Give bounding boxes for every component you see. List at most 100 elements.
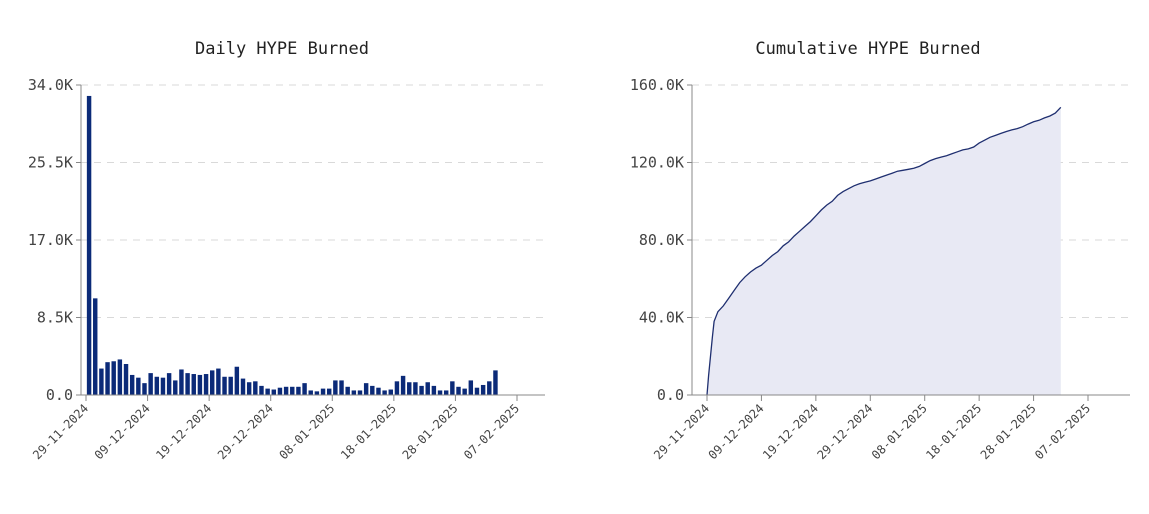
cumulative-x-ticks: 29-11-202409-12-202419-12-202429-12-2024… — [651, 395, 1093, 462]
bar — [296, 386, 301, 395]
bar — [443, 390, 449, 395]
bar — [240, 378, 246, 395]
bar — [363, 383, 369, 395]
bar — [234, 366, 240, 395]
bar — [216, 368, 221, 395]
x-tick-label: 07-02-2025 — [461, 401, 522, 462]
bar — [210, 370, 215, 395]
bar — [203, 374, 209, 395]
bar — [394, 381, 400, 395]
x-tick-label: 29-12-2024 — [215, 401, 276, 462]
x-tick-label: 29-11-2024 — [651, 401, 712, 462]
bar — [136, 377, 141, 395]
y-tick-label: 8.5K — [37, 309, 73, 327]
bar — [283, 386, 289, 395]
bar — [142, 383, 147, 395]
x-tick-label: 09-12-2024 — [706, 401, 767, 462]
x-tick-label: 08-01-2025 — [276, 401, 337, 462]
y-tick-label: 17.0K — [28, 231, 73, 249]
y-tick-label: 34.0K — [28, 76, 73, 94]
bar — [259, 385, 264, 395]
bar — [222, 376, 227, 395]
bar — [413, 382, 418, 395]
x-tick-label: 28-01-2025 — [978, 401, 1039, 462]
bar — [277, 387, 283, 395]
daily-y-ticks: 0.0 8.5K 17.0K 25.5K 34.0K — [28, 76, 81, 404]
x-tick-label: 19-12-2024 — [760, 401, 821, 462]
bar — [474, 387, 480, 395]
bar — [400, 375, 406, 395]
bar — [382, 390, 387, 395]
bar — [105, 362, 110, 395]
bar — [86, 95, 92, 396]
bar — [99, 368, 104, 395]
bar — [326, 388, 332, 395]
bar — [376, 387, 381, 395]
bar — [437, 390, 443, 395]
bar — [351, 390, 357, 395]
bar — [480, 384, 486, 395]
daily-x-ticks: 29-11-2024 09-12-2024 19-12-2024 29-12-2024… — [30, 395, 522, 462]
bar — [148, 373, 153, 395]
bar — [468, 380, 474, 395]
bar — [339, 380, 344, 395]
cumulative-y-ticks: 0.0 40.0K 80.0K 120.0K 160.0K — [630, 76, 692, 404]
bar — [431, 385, 437, 395]
cumulative-chart-title: Cumulative HYPE Burned — [755, 39, 980, 59]
bar — [160, 377, 166, 395]
bar — [271, 389, 277, 395]
y-tick-label: 120.0K — [630, 154, 684, 172]
bar — [493, 370, 498, 395]
bar — [228, 376, 233, 395]
y-tick-label: 0.0 — [46, 386, 73, 404]
bar — [456, 386, 461, 395]
x-tick-label: 18-01-2025 — [338, 401, 399, 462]
bar — [407, 382, 412, 395]
bar — [345, 386, 350, 395]
bar — [419, 385, 424, 395]
x-tick-label: 28-01-2025 — [400, 401, 461, 462]
bar — [333, 380, 338, 395]
bar — [129, 374, 135, 395]
x-tick-label: 08-01-2025 — [869, 401, 930, 462]
bar — [320, 388, 326, 395]
daily-chart-title: Daily HYPE Burned — [195, 39, 369, 59]
y-tick-label: 160.0K — [630, 76, 684, 94]
bar — [123, 364, 129, 395]
bar — [111, 361, 116, 395]
bar — [185, 373, 190, 395]
y-tick-label: 0.0 — [657, 386, 684, 404]
bar — [265, 388, 270, 395]
daily-gridlines — [81, 84, 545, 318]
bar — [487, 381, 492, 395]
bar — [314, 391, 320, 395]
x-tick-label: 29-11-2024 — [30, 401, 91, 462]
bar — [302, 383, 307, 395]
bar — [290, 386, 295, 395]
bar — [450, 381, 455, 395]
bar — [154, 376, 160, 395]
bar — [191, 374, 196, 395]
x-tick-label: 09-12-2024 — [92, 401, 153, 462]
x-tick-label: 18-01-2025 — [923, 401, 984, 462]
y-tick-label: 25.5K — [28, 154, 73, 172]
bar — [179, 369, 184, 395]
bar — [308, 390, 313, 395]
x-tick-label: 07-02-2025 — [1032, 401, 1093, 462]
bar — [462, 388, 467, 395]
cumulative-area — [706, 106, 1062, 396]
bar — [388, 389, 393, 395]
daily-burn-chart: Daily HYPE Burned 0.0 8.5K 17.0K 25.5K 34.0K… — [28, 39, 545, 462]
bar — [93, 298, 98, 395]
bar — [117, 359, 123, 395]
bar — [253, 381, 258, 395]
bar — [357, 390, 363, 395]
x-tick-label: 19-12-2024 — [153, 401, 214, 462]
bar — [166, 373, 172, 395]
bar — [246, 382, 252, 395]
y-tick-label: 80.0K — [639, 231, 684, 249]
bar — [197, 374, 203, 395]
bar — [425, 382, 430, 395]
